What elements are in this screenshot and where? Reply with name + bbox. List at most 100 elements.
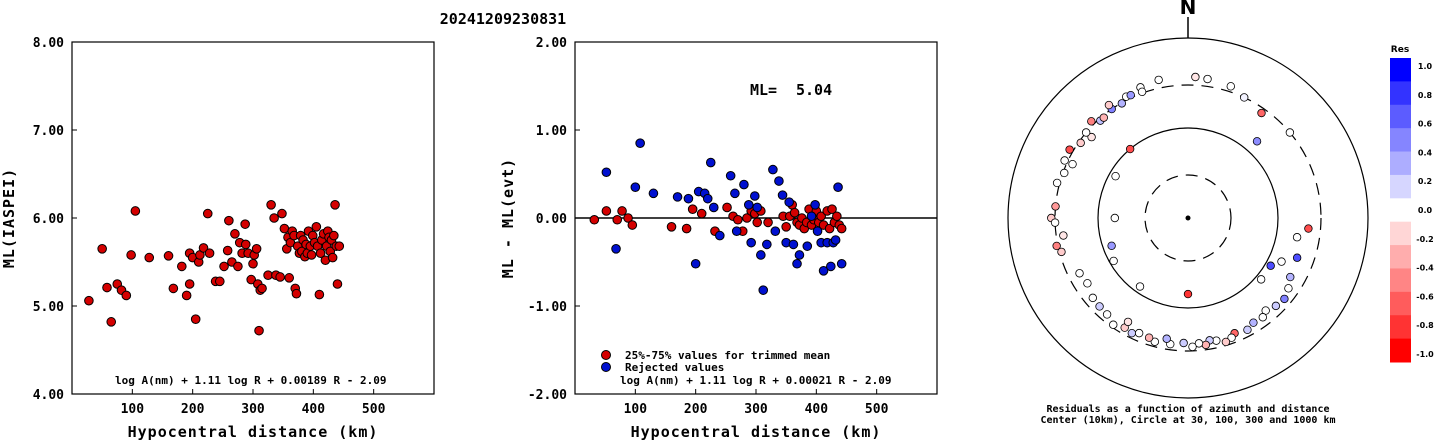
station-marker — [1280, 294, 1289, 304]
colorbar-label: 0.8 — [1418, 91, 1433, 100]
p1-data-point — [198, 243, 209, 253]
p2-data-point — [788, 239, 799, 250]
p2-data-point — [601, 167, 612, 178]
station-marker — [1292, 253, 1302, 262]
p2-data-point — [681, 223, 692, 234]
p2-data-point — [832, 211, 842, 222]
p2-x-tick-label: 100 — [624, 402, 648, 417]
station-marker — [1134, 328, 1144, 338]
p1-data-point — [84, 295, 94, 306]
colorbar-label: -0.2 — [1416, 235, 1434, 244]
p2-data-point — [827, 204, 837, 214]
station-marker — [1226, 82, 1235, 91]
station-marker — [1188, 342, 1197, 351]
p1-x-tick-label: 200 — [181, 402, 205, 417]
p2-data-point — [715, 230, 725, 241]
p1-data-point — [222, 245, 233, 256]
p1-data-point — [311, 222, 322, 232]
legend-label-trimmed: 25%-75% values for trimmed mean — [625, 349, 830, 362]
p2-data-point — [743, 200, 754, 210]
p1-data-point — [254, 325, 264, 336]
station-marker — [1243, 325, 1252, 335]
p2-data-point — [749, 191, 760, 201]
p2-data-point — [635, 138, 645, 148]
p1-data-point — [233, 261, 243, 272]
p2-data-point — [733, 214, 743, 225]
station-marker — [1144, 333, 1154, 342]
p1-data-point — [202, 208, 213, 219]
station-marker — [1285, 128, 1295, 137]
station-marker — [1057, 247, 1066, 257]
p2-data-point — [758, 285, 769, 295]
p2-data-point — [833, 182, 843, 192]
ring-300km — [1054, 84, 1322, 352]
p2-y-tick-label: 2.00 — [536, 36, 567, 51]
p1-x-tick-label: 300 — [241, 402, 265, 417]
station-marker — [1277, 257, 1286, 266]
station-marker — [1099, 113, 1108, 122]
station-marker — [1095, 302, 1104, 311]
p1-data-point — [327, 252, 338, 263]
plot1-y-ticks: 4.00 5.00 6.00 7.00 8.00 — [33, 36, 77, 403]
p2-data-point — [781, 222, 791, 232]
p2-data-point — [687, 204, 698, 214]
legend-marker-trimmed — [601, 350, 611, 360]
p2-data-point — [617, 206, 627, 216]
station-marker — [1107, 241, 1116, 251]
station-marker — [1117, 99, 1127, 108]
p2-data-point — [730, 188, 740, 199]
p2-y-tick-label: 0.00 — [536, 212, 567, 227]
station-marker — [1284, 284, 1293, 293]
p1-data-point — [219, 261, 229, 272]
p2-data-point — [836, 258, 847, 269]
p2-data-point — [623, 213, 633, 223]
ring-30km — [1144, 174, 1232, 262]
station-marker — [1059, 231, 1068, 240]
colorbar-cell — [1390, 174, 1411, 199]
p2-data-point — [742, 213, 752, 223]
station-marker — [1201, 340, 1211, 350]
polar-caption-line2: Center (10km), Circle at 30, 100, 300 an… — [1040, 414, 1335, 426]
plot1-frame — [71, 41, 435, 395]
colorbar-title: Res — [1391, 45, 1409, 55]
colorbar-cell — [1390, 221, 1411, 246]
p1-data-point — [332, 279, 343, 289]
plot-ml-residual: 100 200 300 400 500 -2.00 -1.00 0.00 1.00 2.00 M… — [499, 36, 938, 441]
colorbar-label: 0.2 — [1418, 177, 1432, 186]
p1-y-tick-label: 5.00 — [33, 300, 64, 315]
p1-data-point — [284, 273, 295, 283]
p2-data-point — [789, 207, 800, 218]
colorbar-label: -0.4 — [1416, 264, 1434, 273]
p2-data-point — [802, 241, 813, 251]
p2-data-point — [683, 193, 694, 204]
figure-title: 20241209230831 — [440, 10, 566, 28]
p1-data-point — [144, 252, 155, 263]
p1-data-point — [257, 283, 267, 294]
ring-100km — [1097, 127, 1279, 309]
p1-data-point — [121, 290, 132, 301]
station-marker — [1249, 318, 1258, 327]
station-marker — [1104, 100, 1114, 110]
ring-1000km — [1007, 37, 1369, 399]
north-label: N — [1180, 0, 1197, 19]
p2-data-point — [806, 211, 817, 222]
station-marker — [1292, 233, 1302, 242]
colorbar-cell — [1390, 291, 1411, 316]
station-marker — [1258, 313, 1267, 322]
p1-y-tick-label: 7.00 — [33, 124, 64, 139]
p2-data-point — [812, 226, 823, 236]
p2-data-point — [763, 217, 773, 228]
p2-data-point — [722, 202, 732, 213]
station-marker — [1240, 93, 1249, 102]
p1-data-point — [263, 270, 273, 281]
station-marker — [1052, 178, 1062, 188]
p2-data-point — [770, 226, 781, 236]
station-marker — [1087, 117, 1096, 126]
p2-data-point — [705, 157, 716, 168]
p2-data-point — [627, 220, 638, 230]
station-marker — [1087, 132, 1096, 142]
p2-data-point — [756, 250, 766, 260]
station-marker — [1179, 338, 1188, 348]
plot2-x-axis-label: Hypocentral distance (km) — [631, 423, 882, 441]
